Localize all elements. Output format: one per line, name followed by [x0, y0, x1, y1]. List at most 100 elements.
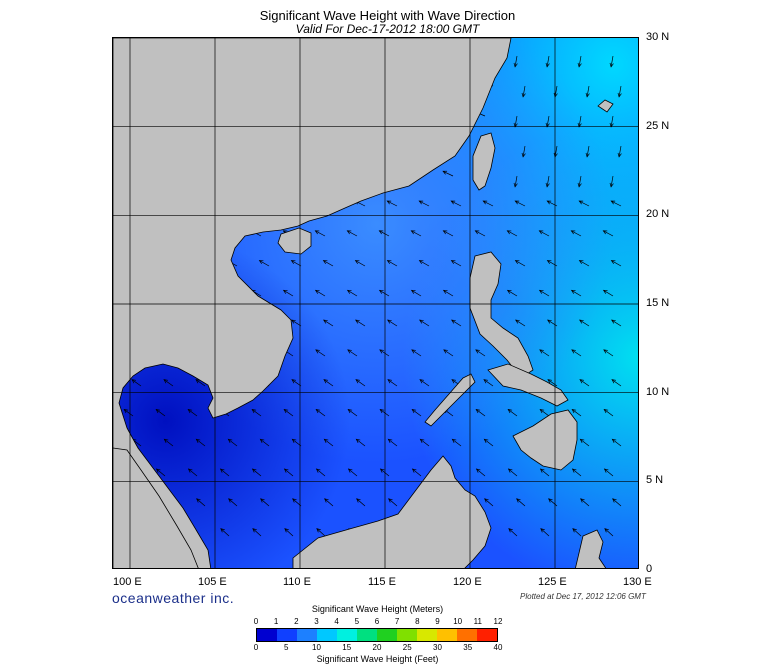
direction-arrow	[195, 379, 206, 387]
direction-arrow	[379, 349, 390, 357]
direction-arrow	[571, 468, 582, 477]
direction-arrow	[419, 379, 430, 387]
latitude-label: 10 N	[646, 385, 670, 398]
direction-arrow	[609, 175, 614, 188]
direction-arrow	[513, 55, 518, 68]
land-ryukyu	[597, 99, 614, 113]
direction-arrow	[571, 349, 582, 357]
direction-arrow	[411, 468, 422, 477]
direction-arrow	[282, 289, 294, 297]
direction-arrow	[546, 260, 558, 267]
direction-arrow	[602, 289, 614, 297]
direction-arrow	[323, 319, 334, 327]
latitude-label: 0	[646, 563, 653, 575]
direction-arrow	[290, 260, 302, 267]
direction-arrow	[450, 260, 462, 267]
legend-tick: 10	[312, 643, 321, 652]
direction-arrow	[220, 528, 230, 537]
direction-arrow	[260, 498, 270, 507]
direction-arrow	[346, 289, 358, 297]
direction-arrow	[603, 408, 614, 417]
direction-arrow	[580, 498, 590, 507]
legend-tick: 9	[435, 617, 440, 626]
direction-arrow	[514, 200, 526, 207]
direction-arrow	[355, 319, 366, 327]
direction-arrow	[356, 498, 366, 507]
legend-tick: 3	[314, 617, 319, 626]
direction-arrow	[291, 379, 302, 387]
longitude-label: 110 E	[283, 576, 311, 588]
direction-arrow	[219, 468, 230, 477]
legend-tick: 25	[402, 643, 412, 652]
direction-arrow	[378, 289, 390, 297]
land-mindanao	[512, 409, 578, 471]
direction-arrow	[411, 408, 422, 417]
legend-tick: 2	[294, 617, 299, 626]
direction-arrow	[347, 349, 358, 357]
direction-arrow	[507, 408, 518, 417]
map-subtitle: Valid For Dec-17-2012 18:00 GMT	[295, 22, 480, 36]
longitude-label: 125 E	[538, 576, 567, 588]
legend-tick: 7	[394, 617, 400, 626]
direction-arrow	[283, 468, 294, 477]
direction-arrow	[196, 498, 206, 507]
direction-arrow	[187, 408, 198, 417]
latitude-label: 30 N	[646, 31, 670, 43]
direction-arrow	[610, 200, 622, 207]
legend-tick: 5	[284, 643, 289, 652]
direction-arrow	[571, 408, 582, 417]
direction-arrow	[545, 55, 550, 68]
direction-arrow	[163, 438, 174, 447]
legend-colorbar	[256, 628, 498, 642]
direction-arrow	[323, 379, 334, 387]
land-asian-mainland	[113, 38, 512, 568]
lat-lon-grid	[113, 38, 638, 568]
direction-arrow	[284, 528, 294, 537]
direction-arrow	[483, 379, 494, 387]
direction-arrow	[547, 319, 558, 327]
direction-arrow	[187, 468, 198, 477]
direction-arrow	[315, 349, 326, 357]
direction-arrow	[442, 170, 454, 177]
direction-arrow	[603, 349, 614, 357]
direction-arrow	[315, 408, 326, 417]
map-title: Significant Wave Height with Wave Direct…	[259, 8, 516, 23]
legend-tick: 12	[493, 617, 503, 626]
direction-arrow	[155, 468, 166, 477]
direction-arrow	[548, 498, 558, 507]
direction-arrow	[131, 379, 142, 387]
direction-arrow	[611, 379, 622, 387]
direction-arrow	[516, 498, 526, 507]
direction-arrow	[251, 408, 262, 417]
direction-arrow	[612, 498, 622, 507]
direction-arrow	[579, 438, 590, 447]
direction-arrow	[506, 230, 518, 237]
longitude-label: 100 E	[113, 576, 142, 588]
direction-arrow	[585, 145, 590, 158]
direction-arrow	[538, 230, 550, 237]
direction-arrow	[354, 260, 366, 267]
direction-arrow	[315, 468, 326, 477]
direction-arrow	[443, 349, 454, 357]
direction-arrow	[578, 260, 590, 267]
landmasses	[113, 38, 614, 568]
land-palawan	[424, 373, 476, 427]
direction-arrow	[577, 55, 582, 68]
direction-arrow	[547, 379, 558, 387]
direction-arrow	[314, 289, 326, 297]
latitude-label: 20 N	[646, 208, 670, 221]
direction-arrow	[347, 408, 358, 417]
direction-arrow	[386, 260, 398, 267]
direction-arrow	[386, 200, 398, 207]
longitude-label: 130 E	[623, 576, 652, 588]
latitude-label: 15 N	[646, 297, 670, 309]
direction-arrow	[514, 260, 526, 267]
land-visayas	[487, 363, 569, 407]
direction-arrow	[228, 498, 238, 507]
direction-arrow	[355, 379, 366, 387]
direction-arrow	[451, 319, 462, 327]
legend-feet-ticks: 0 5 10 15 20 25 30 35 40	[250, 643, 505, 654]
map-canvas	[113, 38, 638, 568]
direction-arrow	[521, 85, 526, 98]
direction-arrow	[513, 175, 518, 188]
